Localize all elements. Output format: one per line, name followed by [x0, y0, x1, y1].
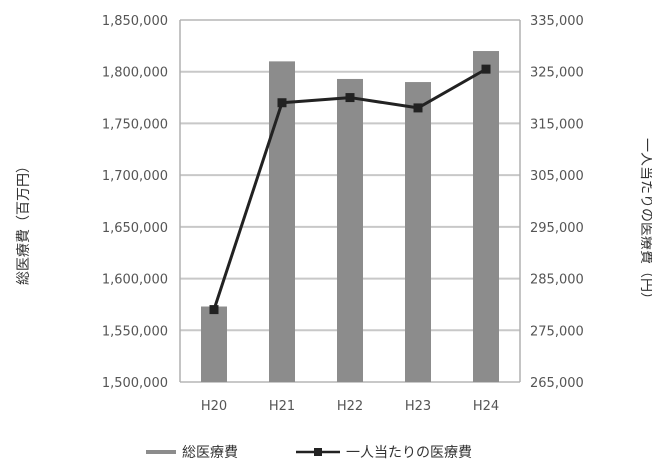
- legend-line-marker: [314, 448, 322, 456]
- right-tick-label: 295,000: [530, 221, 584, 236]
- line-point: [345, 93, 355, 103]
- right-tick-label: 275,000: [530, 324, 584, 339]
- x-tick-label: H22: [337, 399, 363, 414]
- left-tick-label: 1,800,000: [102, 66, 168, 81]
- line-point: [413, 103, 423, 113]
- bar: [337, 78, 363, 382]
- left-tick-label: 1,650,000: [102, 221, 168, 236]
- legend: 総医療費 一人当たりの医療費: [146, 444, 472, 461]
- x-axis-ticks: H20 H21 H22 H23 H24: [201, 399, 499, 414]
- left-tick-label: 1,750,000: [102, 117, 168, 132]
- line-point: [209, 305, 219, 315]
- right-tick-label: 335,000: [530, 14, 584, 29]
- bar-series: [201, 51, 499, 383]
- right-tick-label: 265,000: [530, 376, 584, 391]
- right-tick-label: 325,000: [530, 66, 584, 81]
- right-tick-label: 285,000: [530, 273, 584, 288]
- left-tick-label: 1,600,000: [102, 273, 168, 288]
- legend-bar-label: 総医療費: [182, 444, 238, 461]
- bar: [405, 82, 431, 383]
- left-tick-label: 1,700,000: [102, 169, 168, 184]
- left-tick-label: 1,500,000: [102, 376, 168, 391]
- right-tick-label: 315,000: [530, 117, 584, 132]
- left-axis-title: 総医療費（百万円）: [15, 159, 32, 285]
- left-tick-label: 1,550,000: [102, 324, 168, 339]
- bar: [201, 306, 227, 382]
- line-point: [481, 64, 491, 74]
- line-series: [209, 64, 491, 315]
- line-point: [277, 98, 287, 108]
- right-axis-title: 一人当たりの医療費（円）: [638, 138, 652, 306]
- legend-line-label: 一人当たりの医療費: [346, 444, 472, 461]
- bar: [473, 51, 499, 383]
- x-tick-label: H20: [201, 399, 227, 414]
- left-tick-label: 1,850,000: [102, 14, 168, 29]
- right-axis-ticks: 265,000 275,000 285,000 295,000 305,000 315,0…: [530, 14, 584, 391]
- x-tick-label: H21: [269, 399, 295, 414]
- x-tick-label: H24: [473, 399, 499, 414]
- right-tick-label: 305,000: [530, 169, 584, 184]
- bar: [269, 61, 295, 382]
- x-tick-label: H23: [405, 399, 431, 414]
- left-axis-ticks: 1,500,000 1,550,000 1,600,000 1,650,000 1,70…: [102, 14, 168, 391]
